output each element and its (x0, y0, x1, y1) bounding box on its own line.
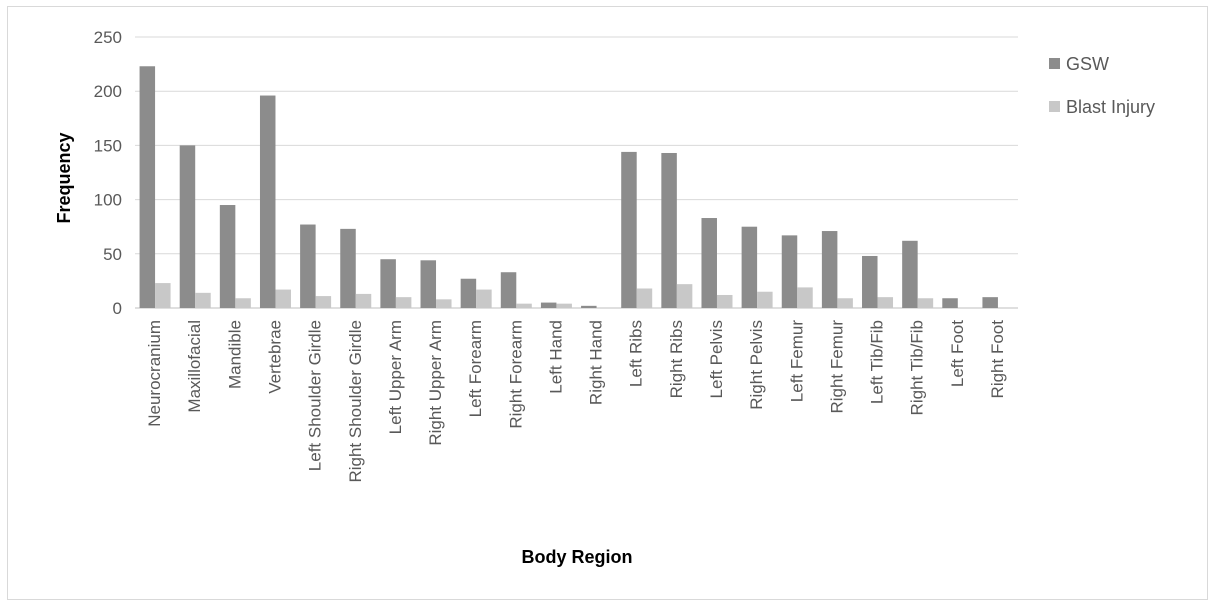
y-axis-title: Frequency (54, 132, 74, 223)
blast-injury-bar (918, 298, 934, 308)
blast-injury-bar (356, 294, 372, 308)
blast-injury-bar (436, 299, 452, 308)
x-tick-label: Right Upper Arm (426, 320, 445, 446)
blast-injury-bar (837, 298, 853, 308)
x-tick-label: Right Shoulder Girdle (346, 320, 365, 483)
x-tick-label: Left Hand (546, 320, 565, 394)
gsw-bar (300, 225, 316, 308)
gsw-bar (421, 260, 437, 308)
blast-injury-bar (476, 290, 492, 308)
blast-injury-bar (757, 292, 773, 308)
gsw-bar (541, 303, 557, 308)
y-tick-label: 200 (94, 82, 122, 101)
x-tick-label: Maxillofacial (185, 320, 204, 413)
gsw-bar (621, 152, 637, 308)
y-axis-ticks: 0 50 100 150 200 250 (94, 28, 122, 318)
gsw-bar (782, 235, 798, 308)
y-tick-label: 50 (103, 245, 122, 264)
y-tick-label: 250 (94, 28, 122, 47)
blast-injury-bar (556, 304, 572, 308)
blast-injury-bar (637, 288, 653, 308)
blast-injury-bar (516, 304, 532, 308)
x-tick-label: Right Femur (827, 320, 846, 414)
blast-injury-bar (677, 284, 693, 308)
chart-frame: 0 50 100 150 200 250 Neurocranium Maxillofacia… (7, 6, 1208, 600)
x-tick-label: Right Forearm (506, 320, 525, 429)
x-tick-label: Right Tib/Fib (908, 320, 927, 415)
y-tick-label: 0 (113, 299, 122, 318)
blast-injury-bar (235, 298, 251, 308)
blast-injury-bar (797, 287, 813, 308)
gsw-bar (902, 241, 918, 308)
x-tick-label: Left Upper Arm (386, 320, 405, 434)
x-axis-title: Body Region (522, 547, 633, 567)
blast-injury-bar (878, 297, 894, 308)
x-tick-label: Left Tib/Fib (868, 320, 887, 404)
x-tick-label: Right Pelvis (747, 320, 766, 410)
bars (140, 66, 998, 308)
gsw-bar (180, 145, 196, 308)
x-tick-label: Right Ribs (667, 320, 686, 398)
gsw-bar (822, 231, 838, 308)
legend-swatch (1049, 101, 1060, 112)
x-tick-label: Left Ribs (627, 320, 646, 387)
x-tick-label: Neurocranium (145, 320, 164, 427)
gsw-bar (501, 272, 516, 308)
legend: GSW Blast Injury (1049, 54, 1155, 117)
x-tick-label: Left Foot (948, 320, 967, 387)
blast-injury-bar (717, 295, 733, 308)
gsw-bar (220, 205, 236, 308)
y-tick-label: 100 (94, 191, 122, 210)
bar-chart: 0 50 100 150 200 250 Neurocranium Maxillofacia… (8, 7, 1209, 601)
gsw-bar (862, 256, 878, 308)
x-tick-label: Left Femur (787, 320, 806, 403)
legend-swatch (1049, 58, 1060, 69)
gsw-bar (581, 306, 597, 308)
blast-injury-bar (195, 293, 211, 308)
x-tick-label: Left Shoulder Girdle (306, 320, 325, 471)
x-tick-label: Right Foot (988, 320, 1007, 399)
gsw-bar (661, 153, 677, 308)
blast-injury-bar (316, 296, 332, 308)
y-tick-label: 150 (94, 136, 122, 155)
gsw-bar (380, 259, 396, 308)
gsw-bar (461, 279, 477, 308)
gsw-bar (982, 297, 998, 308)
x-tick-label: Left Forearm (466, 320, 485, 417)
gsw-bar (742, 227, 758, 308)
gsw-bar (260, 96, 276, 308)
blast-injury-bar (275, 290, 291, 308)
gsw-bar (340, 229, 356, 308)
x-axis-ticks: Neurocranium Maxillofacial Mandible Vertebr… (145, 320, 1007, 483)
x-tick-label: Right Hand (587, 320, 606, 405)
gsw-bar (701, 218, 717, 308)
legend-label: Blast Injury (1066, 97, 1155, 117)
x-tick-label: Vertebrae (265, 320, 284, 394)
gsw-bar (942, 298, 958, 308)
blast-injury-bar (396, 297, 412, 308)
x-tick-label: Left Pelvis (707, 320, 726, 398)
x-tick-label: Mandible (225, 320, 244, 389)
blast-injury-bar (155, 283, 171, 308)
gsw-bar (140, 66, 156, 308)
legend-label: GSW (1066, 54, 1109, 74)
